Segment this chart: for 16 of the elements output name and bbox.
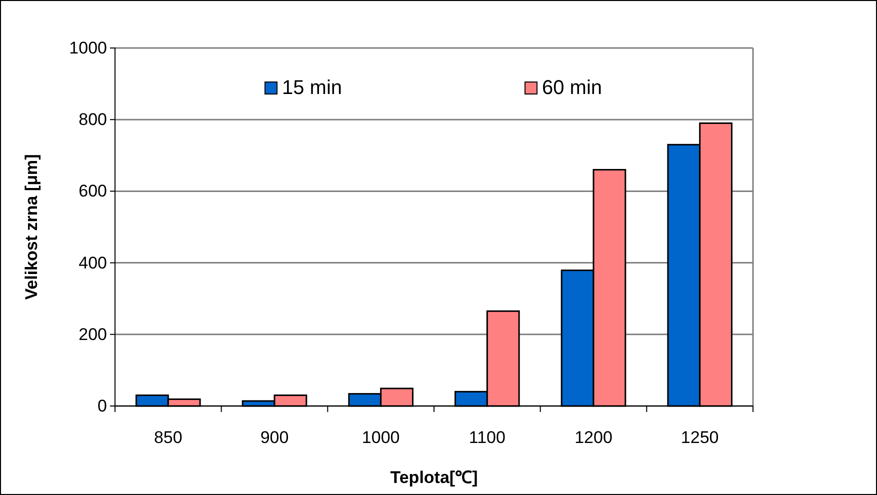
y-tick-label: 600	[78, 182, 107, 201]
y-tick-label: 1000	[69, 38, 107, 58]
legend-label: 60 min	[542, 77, 602, 99]
y-axis-title: Velikost zrna [μm]	[22, 154, 41, 300]
y-tick-label: 200	[78, 324, 107, 344]
x-tick-label: 1000	[362, 428, 400, 447]
y-tick-label: 400	[78, 253, 107, 272]
x-tick-label: 1100	[468, 428, 506, 447]
x-tick-label: 850	[154, 428, 182, 447]
legend-label: 15 min	[282, 77, 342, 99]
x-axis-title: Teplota[℃]	[390, 468, 478, 487]
x-tick-label: 900	[260, 428, 289, 447]
y-tick-label: 0	[98, 396, 107, 416]
x-tick-label: 1250	[680, 428, 719, 447]
x-tick-label: 1200	[574, 428, 612, 447]
y-tick-label: 800	[78, 110, 107, 130]
